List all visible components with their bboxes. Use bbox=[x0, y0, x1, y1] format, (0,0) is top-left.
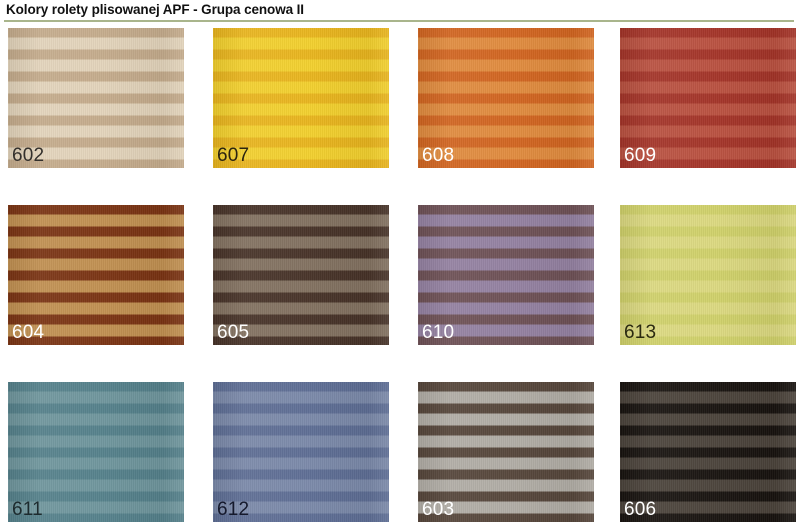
swatch-code-label: 612 bbox=[217, 499, 250, 520]
color-swatch-606[interactable]: 606 bbox=[620, 382, 796, 522]
color-swatch-611[interactable]: 611 bbox=[8, 382, 184, 522]
pleat-bands bbox=[620, 28, 796, 168]
fabric-texture bbox=[418, 28, 594, 168]
fabric-texture bbox=[213, 382, 389, 522]
weave-overlay bbox=[213, 205, 389, 345]
shading-overlay bbox=[213, 28, 389, 168]
weave-overlay bbox=[8, 382, 184, 522]
shading-overlay bbox=[418, 382, 594, 522]
fabric-texture bbox=[8, 205, 184, 345]
weave-overlay bbox=[418, 205, 594, 345]
weave-overlay bbox=[620, 28, 796, 168]
color-swatch-608[interactable]: 608 bbox=[418, 28, 594, 168]
swatch-code-label: 602 bbox=[12, 145, 45, 166]
pleat-bands bbox=[620, 205, 796, 345]
fabric-texture bbox=[620, 382, 796, 522]
weave-overlay bbox=[620, 382, 796, 522]
swatch-code-label: 607 bbox=[217, 145, 250, 166]
weave-overlay bbox=[8, 28, 184, 168]
color-swatch-603[interactable]: 603 bbox=[418, 382, 594, 522]
shading-overlay bbox=[620, 205, 796, 345]
weave-overlay bbox=[620, 205, 796, 345]
swatch-code-label: 613 bbox=[624, 322, 657, 343]
shading-overlay bbox=[213, 382, 389, 522]
swatch-row: 611 612 603 606 bbox=[0, 382, 800, 522]
fabric-texture bbox=[418, 205, 594, 345]
color-swatch-602[interactable]: 602 bbox=[8, 28, 184, 168]
pleat-bands bbox=[213, 28, 389, 168]
swatch-code-label: 605 bbox=[217, 322, 250, 343]
pleat-bands bbox=[8, 28, 184, 168]
fabric-texture bbox=[213, 28, 389, 168]
weave-overlay bbox=[418, 382, 594, 522]
pleat-bands bbox=[418, 205, 594, 345]
swatch-code-label: 603 bbox=[422, 499, 455, 520]
shading-overlay bbox=[418, 28, 594, 168]
shading-overlay bbox=[8, 205, 184, 345]
pleat-bands bbox=[213, 205, 389, 345]
weave-overlay bbox=[8, 205, 184, 345]
color-swatch-609[interactable]: 609 bbox=[620, 28, 796, 168]
fabric-texture bbox=[620, 28, 796, 168]
fabric-texture bbox=[8, 382, 184, 522]
pleat-bands bbox=[8, 382, 184, 522]
weave-overlay bbox=[418, 28, 594, 168]
swatch-code-label: 604 bbox=[12, 322, 45, 343]
swatch-row: 602 607 608 609 bbox=[0, 28, 800, 168]
swatch-code-label: 608 bbox=[422, 145, 455, 166]
shading-overlay bbox=[418, 205, 594, 345]
swatch-grid: 602 607 608 609 604 605 610 613 611 612 603 606 bbox=[0, 28, 800, 529]
shading-overlay bbox=[8, 382, 184, 522]
swatch-code-label: 610 bbox=[422, 322, 455, 343]
color-swatch-607[interactable]: 607 bbox=[213, 28, 389, 168]
shading-overlay bbox=[620, 382, 796, 522]
fabric-texture bbox=[620, 205, 796, 345]
swatch-code-label: 611 bbox=[12, 499, 43, 520]
fabric-texture bbox=[8, 28, 184, 168]
pleat-bands bbox=[418, 28, 594, 168]
color-swatch-610[interactable]: 610 bbox=[418, 205, 594, 345]
pleat-bands bbox=[418, 382, 594, 522]
pleat-bands bbox=[8, 205, 184, 345]
color-swatch-613[interactable]: 613 bbox=[620, 205, 796, 345]
swatch-row: 604 605 610 613 bbox=[0, 205, 800, 345]
color-swatch-605[interactable]: 605 bbox=[213, 205, 389, 345]
swatch-code-label: 606 bbox=[624, 499, 657, 520]
fabric-texture bbox=[213, 205, 389, 345]
color-swatch-604[interactable]: 604 bbox=[8, 205, 184, 345]
page-header: Kolory rolety plisowanej APF - Grupa cen… bbox=[0, 0, 800, 26]
shading-overlay bbox=[8, 28, 184, 168]
pleat-bands bbox=[620, 382, 796, 522]
title-divider bbox=[4, 20, 794, 22]
swatch-code-label: 609 bbox=[624, 145, 657, 166]
shading-overlay bbox=[620, 28, 796, 168]
color-swatch-612[interactable]: 612 bbox=[213, 382, 389, 522]
pleat-bands bbox=[213, 382, 389, 522]
weave-overlay bbox=[213, 382, 389, 522]
shading-overlay bbox=[213, 205, 389, 345]
page-title: Kolory rolety plisowanej APF - Grupa cen… bbox=[6, 2, 304, 17]
fabric-texture bbox=[418, 382, 594, 522]
weave-overlay bbox=[213, 28, 389, 168]
